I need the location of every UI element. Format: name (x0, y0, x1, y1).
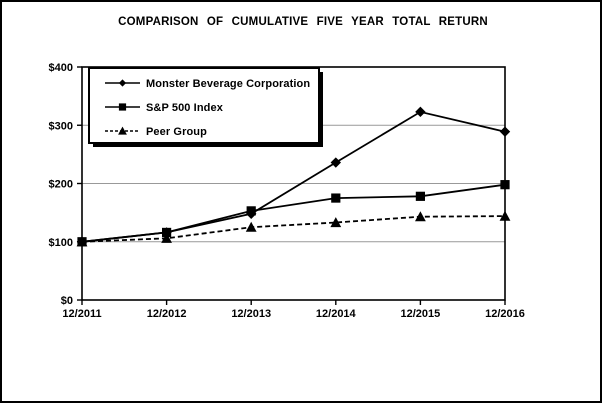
data-point-triangle-marker (161, 232, 172, 243)
data-point-diamond-marker (499, 126, 511, 137)
data-point-square-marker (331, 193, 341, 203)
x-axis-label: 12/2013 (231, 308, 271, 320)
y-axis-label: $300 (49, 120, 73, 132)
legend-label: S&P 500 Index (146, 102, 224, 114)
legend-triangle-marker (118, 126, 127, 135)
x-axis-label: 12/2014 (316, 308, 357, 320)
x-axis-label: 12/2012 (147, 308, 187, 320)
x-axis-label: 12/2011 (62, 308, 101, 320)
legend-label: Monster Beverage Corporation (146, 78, 310, 90)
data-point-square-marker (415, 191, 425, 201)
data-point-square-marker (246, 206, 256, 216)
data-point-triangle-marker (245, 221, 257, 232)
legend-label: Peer Group (146, 126, 207, 138)
chart-title: COMPARISON OF CUMULATIVE FIVE YEAR TOTAL… (118, 16, 488, 28)
x-axis-label: 12/2016 (485, 308, 525, 320)
legend-diamond-marker (118, 79, 127, 87)
y-axis-label: $100 (49, 237, 73, 249)
data-point-square-marker (162, 227, 172, 238)
data-point-diamond-marker (415, 106, 426, 118)
legend-square-marker (118, 103, 127, 111)
series-line-2 (81, 183, 506, 243)
x-axis-label: 12/2015 (401, 308, 441, 320)
data-point-square-marker (500, 180, 510, 190)
data-point-triangle-marker (499, 210, 511, 221)
y-axis-label: $0 (61, 295, 73, 307)
data-point-square-marker (77, 237, 87, 247)
series-line-3 (81, 215, 506, 243)
data-point-diamond-marker (330, 157, 341, 168)
data-point-triangle-marker (330, 217, 342, 228)
y-axis-label: $400 (49, 62, 73, 74)
data-point-triangle-marker (415, 211, 426, 222)
y-axis-label: $200 (49, 179, 73, 191)
